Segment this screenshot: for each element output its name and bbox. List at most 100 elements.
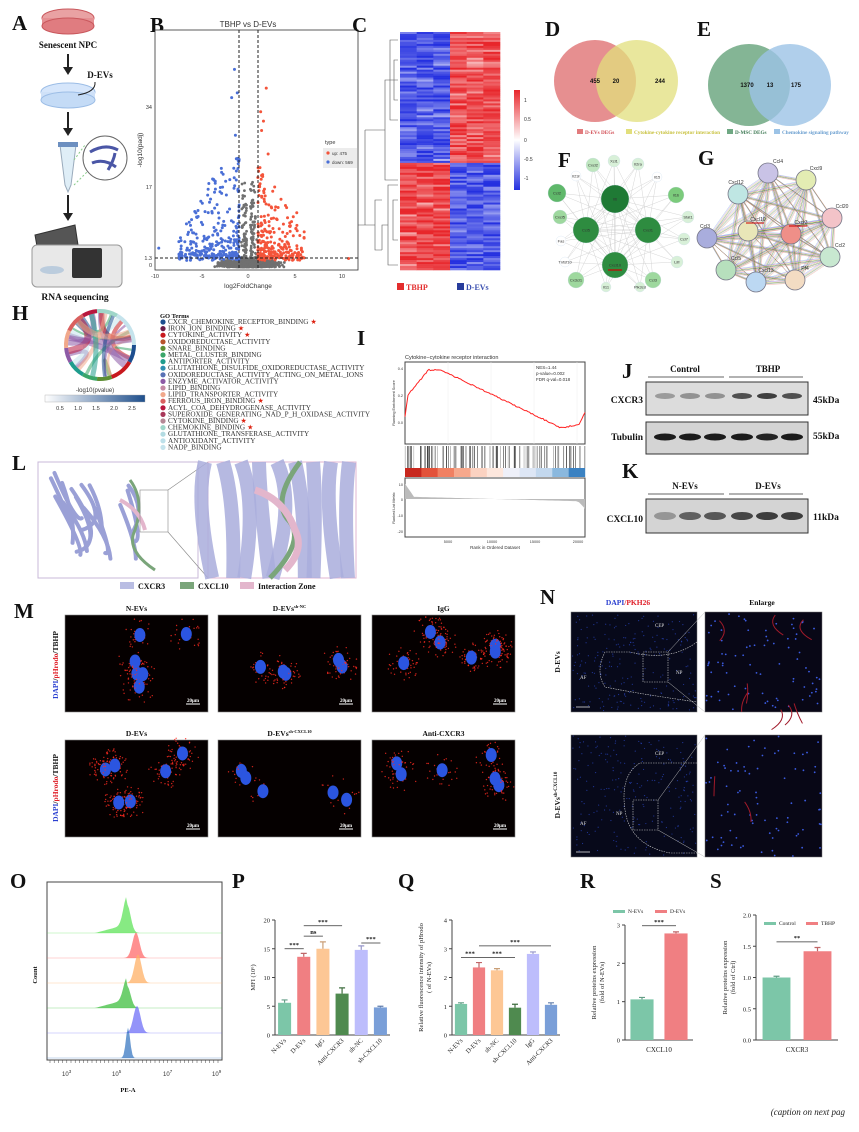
volcano-point (232, 262, 235, 266)
network-node[interactable] (780, 223, 802, 245)
heatmap-cell (400, 166, 417, 170)
heatmap-cell (483, 210, 501, 213)
phrodo-signal (136, 804, 138, 807)
heatmap-cell (483, 69, 501, 72)
phrodo-signal (392, 782, 394, 785)
dapi-signal (594, 638, 596, 640)
network-node[interactable] (819, 246, 841, 268)
network-node[interactable] (784, 269, 806, 291)
phrodo-signal (335, 677, 337, 680)
network-node[interactable] (559, 256, 571, 268)
phrodo-signal (481, 752, 484, 754)
heatmap-cell (400, 174, 417, 178)
network-node[interactable] (795, 169, 817, 191)
heatmap-cell (433, 91, 451, 94)
phrodo-signal (484, 646, 486, 649)
heatmap-cell (450, 41, 467, 45)
phrodo-signal (109, 813, 111, 816)
dapi-signal (669, 759, 672, 761)
heatmap-cell (416, 152, 434, 156)
network-node[interactable] (555, 235, 567, 247)
network-node[interactable] (634, 281, 646, 293)
heatmap-cell (400, 103, 417, 106)
heatmap-cell (483, 230, 501, 233)
heatmap-cell (466, 41, 484, 45)
heatmap-cell (433, 93, 451, 96)
network-node[interactable] (634, 216, 662, 244)
blot-band (781, 433, 803, 441)
network-node[interactable] (821, 207, 843, 229)
dapi-signal (721, 653, 723, 655)
network-node[interactable] (585, 157, 601, 173)
heatmap-cell (400, 97, 417, 100)
dapi-signal (720, 844, 723, 847)
network-node[interactable] (631, 157, 645, 171)
network-node[interactable] (547, 183, 567, 203)
tissue-section-image (570, 734, 698, 858)
network-node[interactable] (681, 210, 695, 224)
heatmap-cell (416, 87, 434, 90)
phrodo-signal (473, 666, 476, 669)
blot-band (705, 393, 725, 399)
y-tick: 0.4 (398, 367, 403, 371)
dapi-signal (643, 701, 646, 703)
dapi-signal (612, 655, 614, 657)
heatmap-cell (400, 178, 417, 182)
volcano-point (242, 248, 245, 252)
dapi-signal (653, 815, 655, 817)
network-node[interactable] (745, 271, 767, 293)
dapi-nucleus (176, 746, 188, 761)
network-node[interactable] (644, 271, 662, 289)
network-node[interactable] (601, 251, 629, 279)
dapi-signal (579, 776, 581, 778)
phrodo-signal (475, 665, 477, 667)
network-node[interactable] (667, 186, 685, 204)
dapi-signal (655, 687, 657, 690)
network-node[interactable] (607, 154, 621, 168)
phrodo-signal (485, 647, 487, 650)
phrodo-signal (114, 775, 117, 777)
heatmap-cell (400, 158, 417, 162)
phrodo-signal (410, 664, 412, 667)
heatmap-cell (416, 43, 434, 47)
network-node[interactable] (570, 170, 582, 182)
phrodo-signal (128, 670, 131, 673)
network-node[interactable] (670, 255, 684, 269)
network-node-label: Pf4 (801, 266, 809, 272)
phrodo-signal (95, 760, 98, 763)
phrodo-signal (276, 679, 279, 681)
network-node[interactable] (600, 184, 630, 214)
network-node[interactable] (651, 171, 663, 183)
network-node[interactable] (677, 232, 691, 246)
phrodo-signal (99, 760, 102, 762)
dapi-signal (650, 743, 652, 746)
network-node[interactable] (552, 209, 568, 225)
dapi-signal (601, 701, 603, 703)
phrodo-signal (477, 667, 479, 669)
heatmap-cell (400, 55, 417, 59)
network-node[interactable] (737, 220, 759, 242)
phrodo-signal (420, 618, 422, 620)
network-node[interactable] (715, 259, 737, 281)
network-node[interactable] (567, 271, 585, 289)
gsea-stat-fdr: FDR q-val=0.018 (536, 377, 571, 382)
dapi-signal (592, 785, 595, 788)
phrodo-signal (193, 627, 195, 630)
dapi-signal (792, 617, 795, 620)
heatmap-cell (416, 248, 434, 251)
network-node[interactable] (727, 183, 749, 205)
network-node-label: Cxcl10 (609, 263, 622, 268)
heatmap-cell (450, 89, 467, 92)
network-node[interactable] (696, 227, 718, 249)
network-node[interactable] (600, 281, 612, 293)
phrodo-signal (337, 675, 340, 677)
volcano-point-up (273, 252, 277, 256)
phrodo-signal (392, 663, 394, 665)
network-node[interactable] (757, 162, 779, 184)
heatmap-cell (416, 45, 434, 49)
phrodo-signal (119, 663, 121, 665)
network-node[interactable] (572, 216, 600, 244)
phrodo-signal (501, 644, 503, 647)
phrodo-signal (495, 792, 498, 795)
heatmap-cell (450, 224, 467, 227)
